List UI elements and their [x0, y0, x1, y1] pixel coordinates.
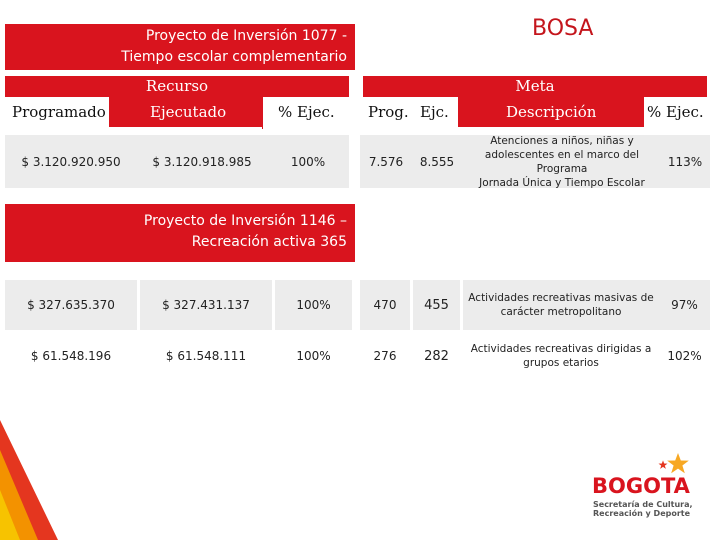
table-row-1-ejecutado: $ 3.120.918.985 — [152, 154, 252, 169]
row-1-desc-line1: Atenciones a niños, niñas y — [490, 134, 634, 147]
meta-subheader-bar — [458, 97, 644, 127]
table-row-3-prog: 276 — [373, 349, 397, 363]
pct-ejec-header-left: % Ejec. — [278, 103, 335, 121]
row-1-desc-line2: adolescentes en el marco del Programa — [484, 148, 640, 175]
table-row-1-pct: 100% — [290, 154, 326, 169]
prog-header: Prog. — [368, 103, 409, 121]
table-row-2-meta-pct: 97% — [671, 298, 698, 312]
row-1-left-bg — [5, 135, 349, 188]
table-row-1-ejc: 8.555 — [419, 154, 455, 169]
row-3-left-bg — [5, 331, 352, 381]
recurso-header: Recurso — [5, 76, 349, 97]
pct-ejec-header-right: % Ejec. — [647, 103, 704, 121]
pct-ejec-header-left-bg — [262, 97, 353, 129]
corner-decoration — [0, 420, 58, 540]
row-2-left-bg — [5, 280, 352, 330]
table-row-1-programado: $ 3.120.920.950 — [21, 154, 121, 169]
project-1077-title-line2: Tiempo escolar complementario — [121, 49, 347, 65]
table-row-3-ejecutado: $ 61.548.111 — [165, 349, 247, 363]
table-row-3-meta-pct: 102% — [667, 349, 702, 363]
table-row-1-meta-pct: 113% — [667, 154, 703, 169]
row-1-desc-line3: Jornada Única y Tiempo Escolar — [479, 176, 645, 189]
logo-sub-line2: Recreación y Deporte — [593, 509, 691, 518]
logo-subtitle: Secretaría de Cultura, Recreación y Depo… — [593, 500, 693, 518]
table-row-3-programado: $ 61.548.196 — [30, 349, 112, 363]
bogota-logo: BOGOTA Secretaría de Cultura, Recreación… — [592, 452, 702, 522]
table-row-2-pct: 100% — [296, 298, 331, 312]
ejecutado-header: Ejecutado — [150, 103, 227, 121]
locality-title: BOSA — [532, 16, 594, 41]
row-1-right-bg — [360, 135, 710, 188]
logo-word: BOGOTA — [592, 474, 690, 498]
project-1077-title-line1: Proyecto de Inversión 1077 - — [145, 28, 347, 44]
table-row-3-pct: 100% — [296, 349, 331, 363]
ejc-header: Ejc. — [420, 103, 449, 121]
table-row-1-descripcion: Atenciones a niños, niñas y adolescentes… — [462, 134, 662, 189]
meta-label: Meta — [515, 77, 555, 95]
star-icon — [667, 453, 689, 474]
meta-header: Meta — [363, 76, 707, 97]
row-3-desc-line1: Actividades recreativas dirigidas a — [470, 343, 652, 355]
recurso-label: Recurso — [145, 77, 209, 95]
table-row-2-programado: $ 327.635.370 — [27, 298, 115, 312]
table-row-3-ejc: 282 — [424, 348, 449, 364]
programado-header-bg — [5, 97, 109, 129]
project-1146-banner: Proyecto de Inversión 1146 – Recreación … — [5, 204, 355, 262]
project-1146-title-line2: Recreación activa 365 — [191, 234, 347, 250]
table-row-2-ejc: 455 — [424, 297, 449, 313]
logo-sub-line1: Secretaría de Cultura, — [593, 500, 693, 509]
row-3-desc-line2: grupos etarios — [523, 357, 599, 369]
table-row-2-prog: 470 — [373, 298, 397, 312]
row-2-desc-line2: carácter metropolitano — [500, 306, 622, 318]
descripcion-header: Descripción — [506, 103, 597, 121]
project-1146-title-line1: Proyecto de Inversión 1146 – — [143, 213, 347, 229]
small-star-icon — [658, 460, 668, 469]
row-2-right-bg — [360, 280, 710, 330]
table-row-2-descripcion: Actividades recreativas masivas de carác… — [463, 280, 659, 330]
table-row-3-descripcion: Actividades recreativas dirigidas a grup… — [463, 331, 659, 381]
table-row-1-prog: 7.576 — [368, 154, 404, 169]
project-1077-banner: Proyecto de Inversión 1077 - Tiempo esco… — [5, 24, 355, 70]
programado-header: Programado — [12, 103, 106, 121]
row-2-desc-line1: Actividades recreativas masivas de — [468, 292, 654, 304]
table-row-2-ejecutado: $ 327.431.137 — [162, 298, 250, 312]
